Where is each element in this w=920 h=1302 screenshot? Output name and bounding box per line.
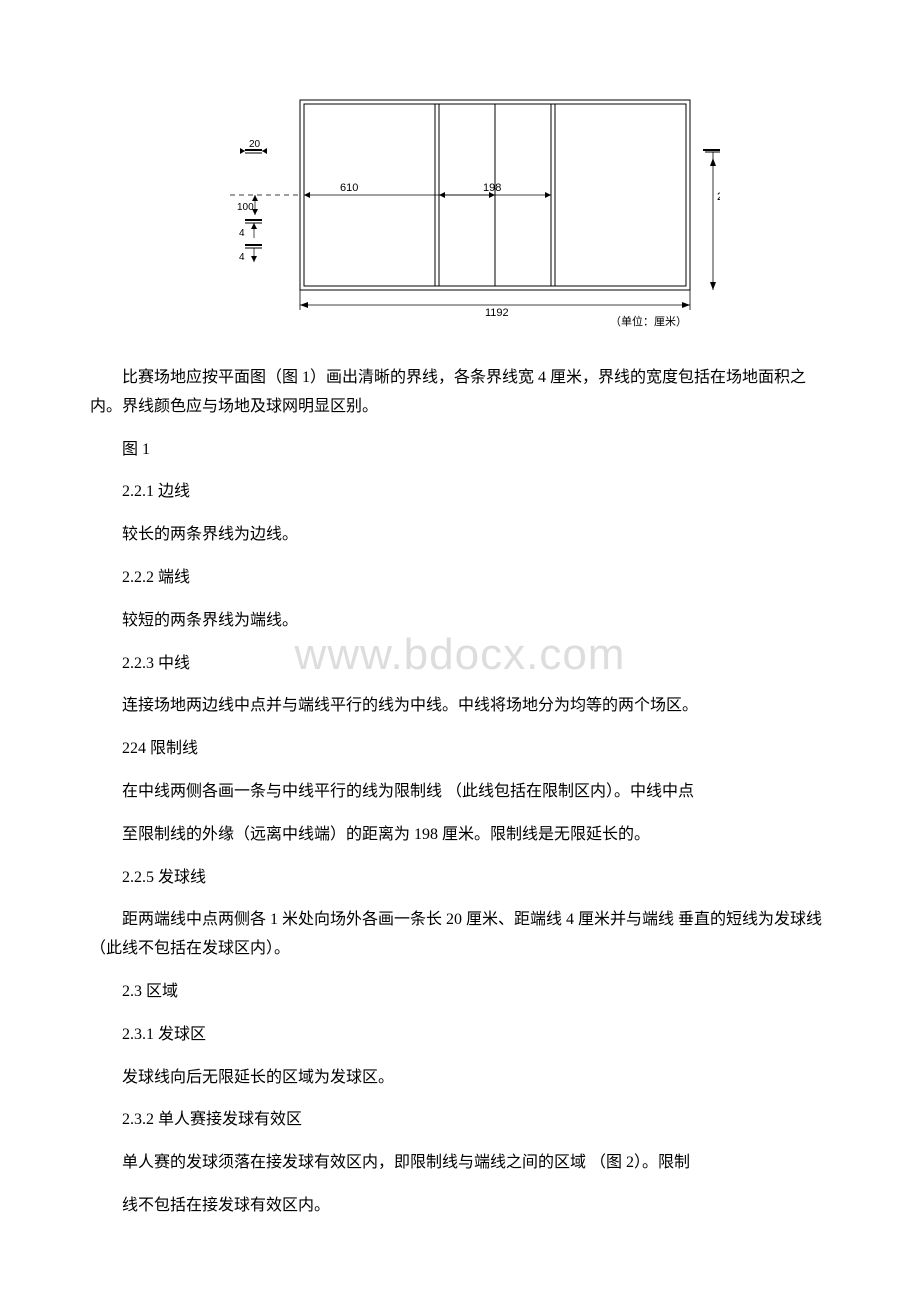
heading-224: 224 限制线 <box>90 735 830 764</box>
para-intro: 比赛场地应按平面图（图 1）画出清晰的界线，各条界线宽 4 厘米，界线的宽度包括… <box>90 364 830 422</box>
dim-20: 20 <box>249 139 261 150</box>
dim-100: 100 <box>237 202 254 213</box>
dim-198: 198 <box>483 182 501 194</box>
heading-225: 2.2.5 发球线 <box>90 864 830 893</box>
document-body: 比赛场地应按平面图（图 1）画出清晰的界线，各条界线宽 4 厘米，界线的宽度包括… <box>0 364 920 1275</box>
court-diagram-container: 610 198 200 1192 20 100 <box>0 0 920 350</box>
heading-221: 2.2.1 边线 <box>90 478 830 507</box>
unit-caption: （单位：厘米） <box>610 314 687 328</box>
court-diagram: 610 198 200 1192 20 100 <box>200 80 720 340</box>
para-223: 连接场地两边线中点并与端线平行的线为中线。中线将场地分为均等的两个场区。 <box>90 692 830 721</box>
heading-223: 2.2.3 中线 <box>90 650 830 679</box>
dim-610: 610 <box>340 182 358 194</box>
para-224a: 在中线两侧各画一条与中线平行的线为限制线 （此线包括在限制区内）。中线中点 <box>90 778 830 807</box>
para-222: 较短的两条界线为端线。 <box>90 607 830 636</box>
para-231: 发球线向后无限延长的区域为发球区。 <box>90 1064 830 1093</box>
para-221: 较长的两条界线为边线。 <box>90 521 830 550</box>
dim-1192: 1192 <box>485 307 509 319</box>
heading-232: 2.3.2 单人赛接发球有效区 <box>90 1106 830 1135</box>
para-232a: 单人赛的发球须落在接发球有效区内，即限制线与端线之间的区域 （图 2）。限制 <box>90 1149 830 1178</box>
dim-4a: 4 <box>239 228 245 239</box>
heading-23: 2.3 区域 <box>90 978 830 1007</box>
para-224b: 至限制线的外缘（远离中线端）的距离为 198 厘米。限制线是无限延长的。 <box>90 821 830 850</box>
para-232b: 线不包括在接发球有效区内。 <box>90 1192 830 1221</box>
heading-222: 2.2.2 端线 <box>90 564 830 593</box>
para-figlabel: 图 1 <box>90 436 830 465</box>
dim-200: 200 <box>717 191 720 203</box>
heading-231: 2.3.1 发球区 <box>90 1021 830 1050</box>
para-225: 距两端线中点两侧各 1 米处向场外各画一条长 20 厘米、距端线 4 厘米并与端… <box>90 906 830 964</box>
dim-4b: 4 <box>239 252 245 263</box>
